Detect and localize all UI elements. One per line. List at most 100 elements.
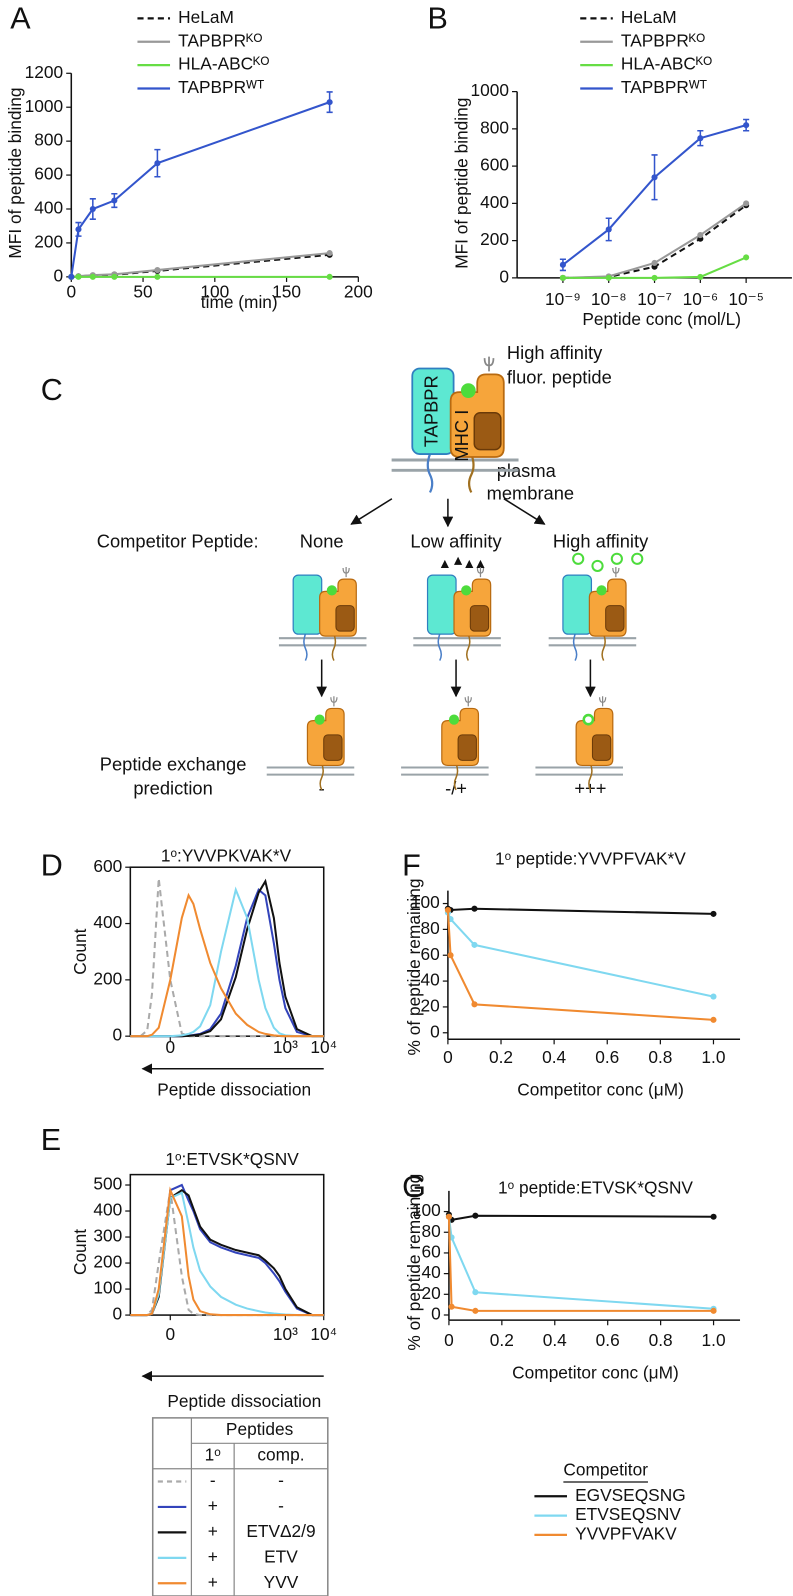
series-line: [447, 1216, 714, 1310]
stalk: [601, 633, 606, 661]
x-tick-label: 0.6: [596, 1330, 620, 1350]
x-tick-label: 10³: [273, 1037, 298, 1057]
y-tick-label: 0: [113, 1304, 123, 1324]
x-tick-label: 200: [344, 282, 373, 302]
stalk: [572, 633, 578, 661]
x-axis-label: time (min): [201, 292, 278, 312]
glycan: [464, 696, 472, 707]
x-tick-label: 10⁻⁷: [637, 289, 672, 309]
x-tick-label: 1.0: [702, 1330, 726, 1350]
tapbpr: [426, 574, 457, 635]
legend-label: HeLaM: [621, 7, 677, 27]
x-tick-label: 0: [66, 282, 76, 302]
glycan: [483, 356, 495, 372]
data-point: [697, 273, 704, 280]
table-cell: -: [278, 1496, 284, 1516]
y-tick-label: 0: [431, 1304, 441, 1324]
legend-label: HLA-ABCᴷᴼ: [621, 54, 712, 74]
y-tick-label: 600: [34, 164, 63, 184]
table-cell: ETV: [264, 1546, 298, 1566]
series-line: [70, 101, 330, 278]
chart: D 1ᵒ:YVVPKVAK*V Peptide dissociation Count 0…: [41, 846, 337, 1100]
panel-label: E: [41, 1123, 61, 1157]
data-point: [697, 135, 704, 142]
data-point: [472, 1212, 479, 1219]
stalk: [437, 633, 443, 661]
legend-label: HeLaM: [178, 7, 234, 27]
data-point: [710, 993, 717, 1000]
chart: G 1ᵒ peptide:ETVSK*QSNV Competitor conc (μ…: [402, 1170, 741, 1543]
mhc-domain: [335, 605, 355, 632]
panel-label: A: [10, 1, 31, 35]
peptide: [572, 552, 585, 565]
data-point: [68, 273, 75, 280]
peptide: [448, 714, 460, 725]
y-tick-label: 400: [34, 198, 63, 218]
arrow: [503, 498, 546, 525]
legend-label: YVVPFVAKV: [575, 1523, 677, 1543]
note: plasma: [497, 460, 557, 481]
data-point: [75, 273, 82, 280]
glycan: [330, 696, 338, 707]
complex: [401, 696, 489, 791]
y-tick-label: 400: [480, 192, 509, 212]
legend-label: TAPBPRᴷᴼ: [621, 30, 705, 50]
arrow: [350, 498, 393, 525]
data-point: [471, 905, 478, 912]
data-point: [89, 273, 96, 280]
x-axis-label: Competitor conc (μM): [517, 1080, 684, 1100]
legend-label: TAPBPRᴷᴼ: [178, 30, 262, 50]
x-tick-label: 0.4: [542, 1047, 566, 1067]
glycan: [612, 566, 620, 578]
data-point: [559, 274, 566, 281]
stalk: [426, 453, 434, 493]
peptide: [461, 585, 472, 596]
label: Low affinity: [410, 530, 502, 551]
complex: [278, 566, 367, 661]
series-line: [130, 878, 324, 1038]
label: Peptide exchange: [100, 753, 247, 774]
series-line: [130, 886, 324, 1038]
y-tick-label: 1000: [25, 96, 63, 116]
y-tick-label: 800: [480, 117, 509, 137]
low-affinity-peptides: [440, 556, 485, 568]
series-line: [130, 878, 324, 1038]
y-tick-label: 80: [422, 1221, 441, 1241]
y-tick-label: 1000: [470, 80, 508, 100]
mhc-domain: [591, 734, 612, 761]
chart: F 1ᵒ peptide:YVVPFVAK*V Competitor conc (μ…: [402, 848, 741, 1100]
y-axis-label: % of peptide remaining: [404, 1174, 424, 1351]
x-tick-label: 0: [165, 1324, 175, 1344]
y-tick-label: 400: [93, 912, 122, 932]
y-tick-label: 200: [93, 968, 122, 988]
y-tick-label: 300: [93, 1226, 122, 1246]
y-tick-label: 40: [421, 970, 440, 990]
tapbpr: [562, 574, 593, 635]
x-tick-label: 0.4: [543, 1330, 567, 1350]
table-header: Peptides: [226, 1419, 294, 1439]
data-point: [447, 952, 454, 959]
peptide: [326, 585, 337, 596]
data-point: [651, 274, 658, 281]
data-point: [448, 1303, 455, 1310]
data-point: [743, 200, 750, 207]
x-axis-label: Peptide conc (mol/L): [582, 309, 741, 329]
x-tick-label: 10⁻⁹: [545, 289, 581, 309]
peptide: [582, 713, 595, 726]
x-axis-label: Competitor conc (μM): [512, 1363, 679, 1383]
table-cell: +: [208, 1546, 218, 1566]
complex: [391, 356, 519, 493]
panel-label: F: [402, 848, 421, 882]
legend-label: TAPBPRᵂᵀ: [621, 77, 708, 97]
y-axis-label: % of peptide remaining: [404, 879, 424, 1056]
complex: [535, 696, 623, 791]
mhc-domain: [469, 605, 490, 632]
column-header: comp.: [257, 1445, 304, 1465]
series-line: [446, 912, 714, 998]
peptide: [610, 552, 623, 565]
x-tick-label: 0: [165, 1037, 175, 1057]
series-line: [447, 907, 714, 915]
data-point: [154, 160, 161, 167]
y-tick-label: 100: [412, 1200, 441, 1220]
stalk: [465, 633, 471, 661]
